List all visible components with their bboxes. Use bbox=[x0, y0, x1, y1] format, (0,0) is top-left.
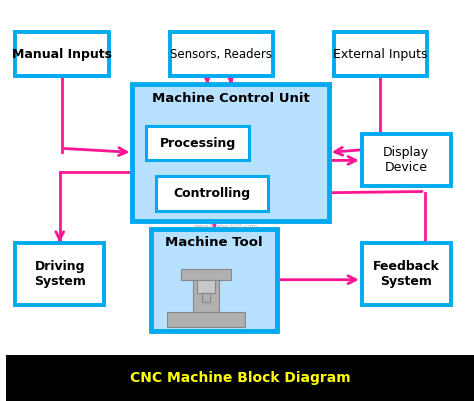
FancyBboxPatch shape bbox=[15, 32, 109, 76]
Text: Controlling: Controlling bbox=[173, 187, 250, 200]
Text: www.thetech10.com: www.thetech10.com bbox=[194, 224, 258, 229]
FancyBboxPatch shape bbox=[15, 243, 104, 305]
Bar bbox=[182, 269, 230, 280]
FancyBboxPatch shape bbox=[170, 32, 273, 76]
Text: Driving
System: Driving System bbox=[34, 260, 86, 288]
FancyBboxPatch shape bbox=[334, 32, 427, 76]
Bar bbox=[6, 355, 474, 401]
Text: Feedback
System: Feedback System bbox=[373, 260, 439, 288]
FancyBboxPatch shape bbox=[146, 126, 249, 160]
Bar bbox=[167, 312, 245, 327]
Bar bbox=[197, 280, 215, 293]
Text: Machine Tool: Machine Tool bbox=[165, 236, 263, 249]
FancyBboxPatch shape bbox=[151, 229, 277, 331]
FancyBboxPatch shape bbox=[362, 243, 451, 305]
Text: External Inputs: External Inputs bbox=[333, 48, 428, 61]
FancyBboxPatch shape bbox=[362, 134, 451, 186]
FancyBboxPatch shape bbox=[132, 84, 329, 221]
Text: Sensors, Readers: Sensors, Readers bbox=[170, 48, 272, 61]
FancyBboxPatch shape bbox=[155, 176, 268, 211]
Bar bbox=[193, 279, 219, 312]
Text: Manual Inputs: Manual Inputs bbox=[12, 48, 112, 61]
Text: Processing: Processing bbox=[160, 137, 236, 150]
Text: Machine Control Unit: Machine Control Unit bbox=[152, 92, 310, 105]
Text: Display
Device: Display Device bbox=[383, 146, 429, 174]
Bar bbox=[201, 293, 210, 302]
Text: CNC Machine Block Diagram: CNC Machine Block Diagram bbox=[130, 371, 350, 385]
